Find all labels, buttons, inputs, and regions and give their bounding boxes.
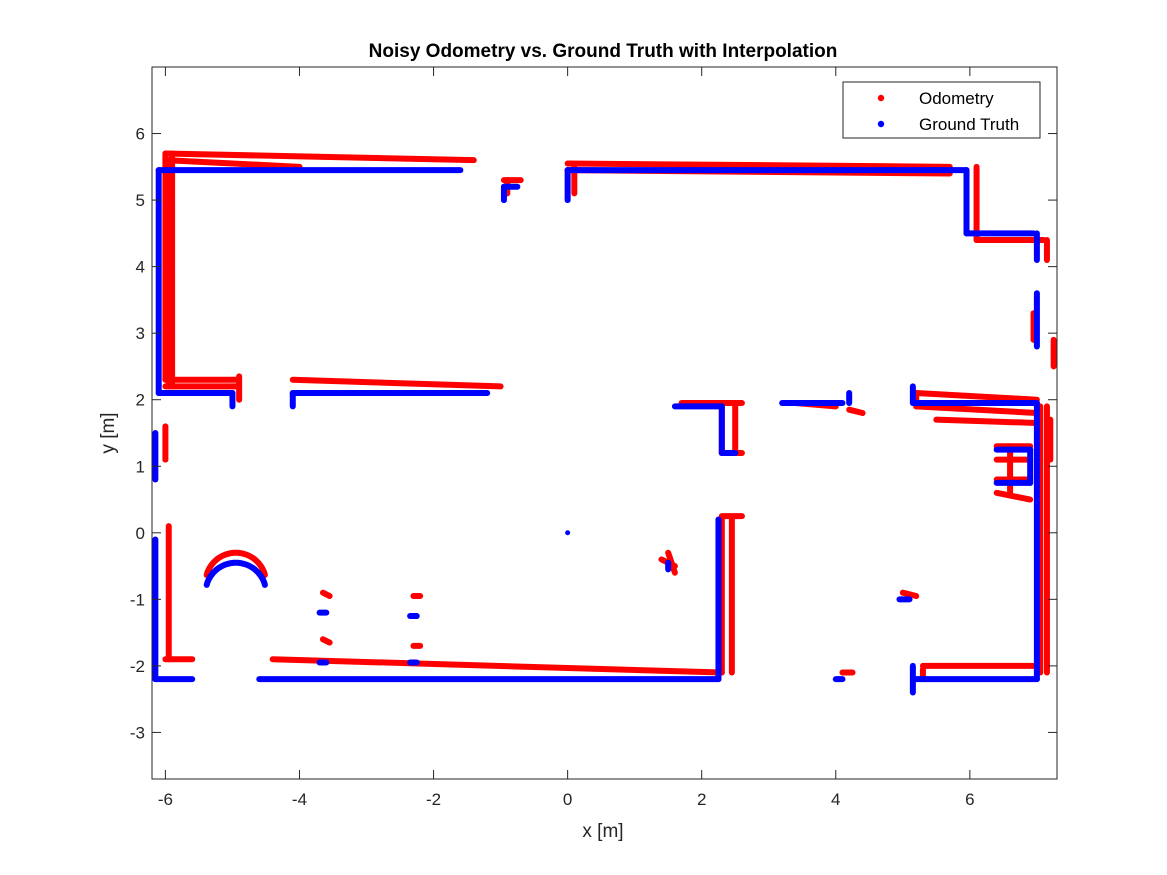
y-tick-label: 2 [136, 391, 145, 410]
y-tick-label: 1 [136, 457, 145, 476]
odometry-points-47 [665, 549, 678, 576]
series-odometry [162, 150, 1057, 683]
x-tick-label: 2 [697, 790, 706, 809]
y-tick-label: 3 [136, 324, 145, 343]
odometry-points-24 [846, 406, 866, 417]
chart-title: Noisy Odometry vs. Ground Truth with Int… [369, 41, 838, 62]
y-tick-label: 6 [136, 125, 145, 144]
ground-truth-point-0 [565, 530, 571, 536]
y-tick-label: 0 [136, 524, 145, 543]
axes-layer: -6 -4 -2 0 2 4 6 -3 -2 -1 0 1 2 3 4 5 6 [130, 66, 1058, 809]
legend: Odometry Ground Truth [842, 81, 1041, 139]
odometry-points-26 [913, 403, 1040, 417]
y-tick-label: -2 [130, 657, 145, 676]
y-tick-label: 4 [136, 258, 145, 277]
y-tick-label: -3 [130, 723, 145, 742]
odometry-points-52 [319, 636, 333, 646]
odometry-points-42 [269, 656, 725, 676]
ground-truth-arc [203, 559, 268, 588]
x-tick-label: -4 [292, 790, 307, 809]
x-tick-label: -2 [426, 790, 441, 809]
x-tick-label: 4 [831, 790, 840, 809]
legend-box [842, 81, 1041, 139]
odometry-points-50 [319, 589, 333, 600]
series-ground-truth [152, 167, 1040, 696]
legend-label-ground-truth: Ground Truth [919, 115, 1019, 134]
odometry-points-27 [933, 416, 1040, 426]
odometry-points-25 [913, 390, 1040, 403]
axes-box [151, 66, 1058, 780]
odometry-points-35 [993, 489, 1034, 503]
legend-marker-ground-truth [877, 120, 885, 128]
y-tick-label: 5 [136, 191, 145, 210]
y-axis-label: y [m] [98, 412, 119, 453]
y-tick-label: -1 [130, 590, 145, 609]
x-axis-label: x [m] [582, 821, 623, 842]
plot-data-layer [152, 150, 1057, 696]
x-tick-label: -6 [158, 790, 173, 809]
legend-marker-odometry [877, 94, 885, 102]
x-tick-label: 6 [965, 790, 974, 809]
odometry-points-11 [564, 160, 953, 170]
odometry-points-1 [162, 157, 303, 170]
x-tick-label: 0 [563, 790, 572, 809]
odometry-points-8 [289, 376, 504, 390]
odometry-arc [203, 549, 268, 578]
legend-label-odometry: Odometry [919, 89, 994, 108]
odometry-points-0 [162, 150, 477, 164]
odometry-points-49 [899, 589, 920, 600]
